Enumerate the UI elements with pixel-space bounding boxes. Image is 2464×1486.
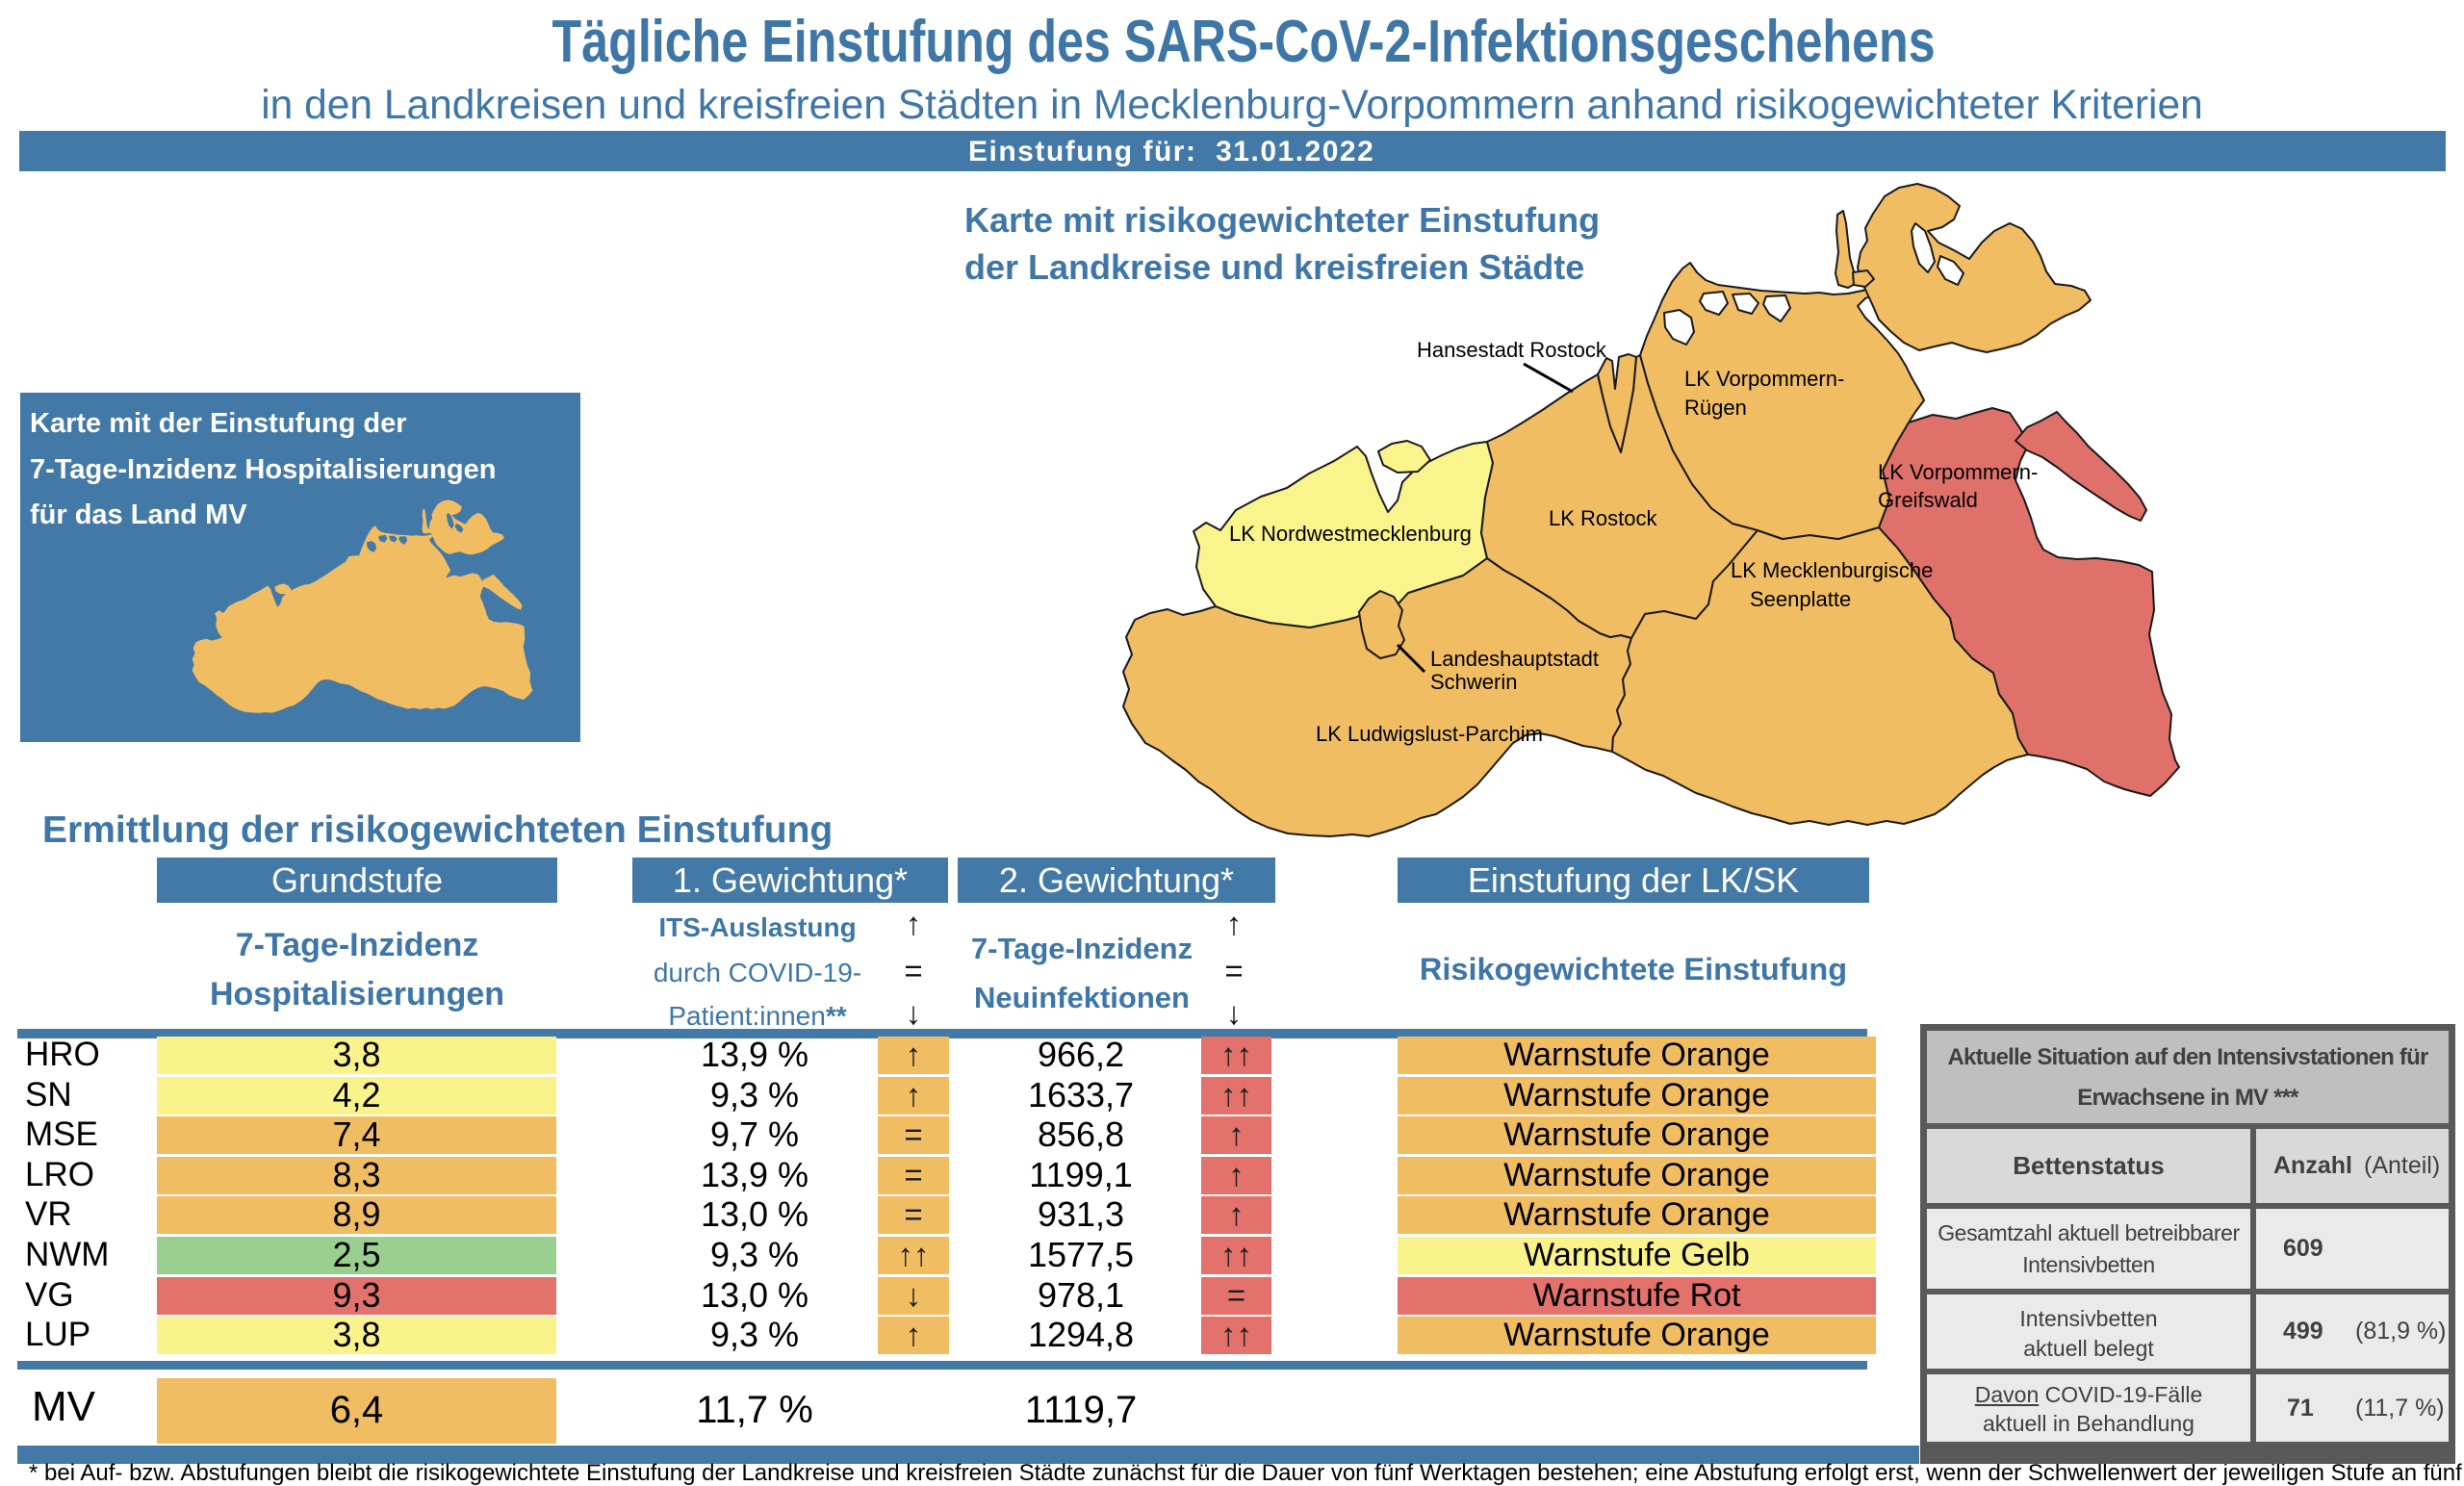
svg-text:Seenplatte: Seenplatte	[1750, 587, 1851, 611]
svg-text:Landeshauptstadt: Landeshauptstadt	[1430, 647, 1599, 671]
svg-text:LK Vorpommern-: LK Vorpommern-	[1878, 460, 2038, 484]
svg-text:Schwerin: Schwerin	[1430, 670, 1517, 694]
svg-text:LK Ludwigslust-Parchim: LK Ludwigslust-Parchim	[1316, 722, 1543, 746]
svg-text:Rügen: Rügen	[1684, 396, 1747, 420]
svg-text:LK Rostock: LK Rostock	[1549, 506, 1657, 530]
svg-text:LK Mecklenburgische: LK Mecklenburgische	[1731, 558, 1933, 582]
svg-text:Greifswald: Greifswald	[1878, 488, 1978, 512]
svg-text:LK Nordwestmecklenburg: LK Nordwestmecklenburg	[1229, 522, 1472, 546]
svg-text:LK Vorpommern-: LK Vorpommern-	[1684, 367, 1844, 391]
svg-text:Hansestadt Rostock: Hansestadt Rostock	[1417, 338, 1607, 362]
